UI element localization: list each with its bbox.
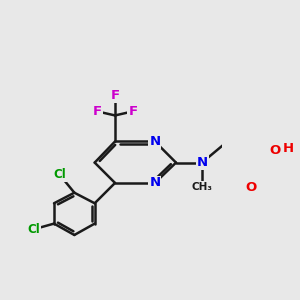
Text: O: O — [270, 144, 281, 157]
Text: N: N — [149, 135, 161, 148]
Text: N: N — [149, 176, 161, 189]
Text: F: F — [128, 105, 137, 118]
Text: H: H — [283, 142, 294, 155]
Text: CH₃: CH₃ — [191, 182, 212, 192]
Text: O: O — [245, 181, 256, 194]
Text: Cl: Cl — [27, 223, 40, 236]
Text: N: N — [196, 156, 208, 169]
Text: F: F — [93, 105, 102, 118]
Text: Cl: Cl — [53, 168, 66, 181]
Text: F: F — [110, 88, 120, 102]
